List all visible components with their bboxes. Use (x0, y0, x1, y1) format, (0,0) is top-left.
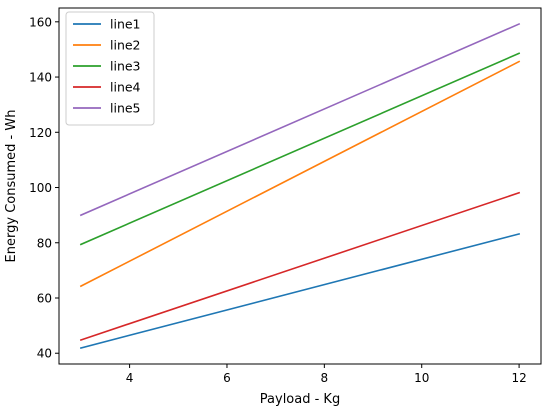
y-tick-label: 160 (29, 15, 52, 29)
y-tick-label: 40 (37, 347, 52, 361)
x-tick-label: 8 (321, 371, 329, 385)
legend-label-line4: line4 (110, 80, 141, 95)
x-axis: 4 6 8 10 12 (126, 364, 527, 385)
x-tick-label: 6 (223, 371, 231, 385)
y-tick-label: 140 (29, 71, 52, 85)
y-tick-label: 120 (29, 126, 52, 140)
y-tick-label: 60 (37, 291, 52, 305)
axes-frame (58, 7, 542, 365)
x-tick-label: 4 (126, 371, 134, 385)
series-line-line3 (79, 52, 521, 246)
series-line-line4 (79, 191, 521, 341)
series-line-line2 (79, 60, 521, 288)
y-tick-label: 100 (29, 181, 52, 195)
legend-label-line5: line5 (110, 101, 141, 116)
legend: line1 line2 line3 line4 line5 (65, 11, 155, 126)
y-axis-label: Energy Consumed - Wh (4, 110, 19, 263)
x-tick-label: 12 (511, 371, 526, 385)
y-tick-label: 80 (37, 236, 52, 250)
legend-label-line2: line2 (110, 38, 141, 53)
series-line-line1 (79, 232, 521, 349)
y-axis: 40 60 80 100 120 140 160 (29, 15, 59, 361)
series-line-line5 (79, 22, 521, 217)
legend-label-line3: line3 (110, 59, 141, 74)
legend-box (65, 11, 155, 126)
series-layer (79, 22, 521, 349)
x-axis-label: Payload - Kg (260, 392, 340, 407)
legend-label-line1: line1 (110, 17, 141, 32)
x-tick-label: 10 (414, 371, 429, 385)
